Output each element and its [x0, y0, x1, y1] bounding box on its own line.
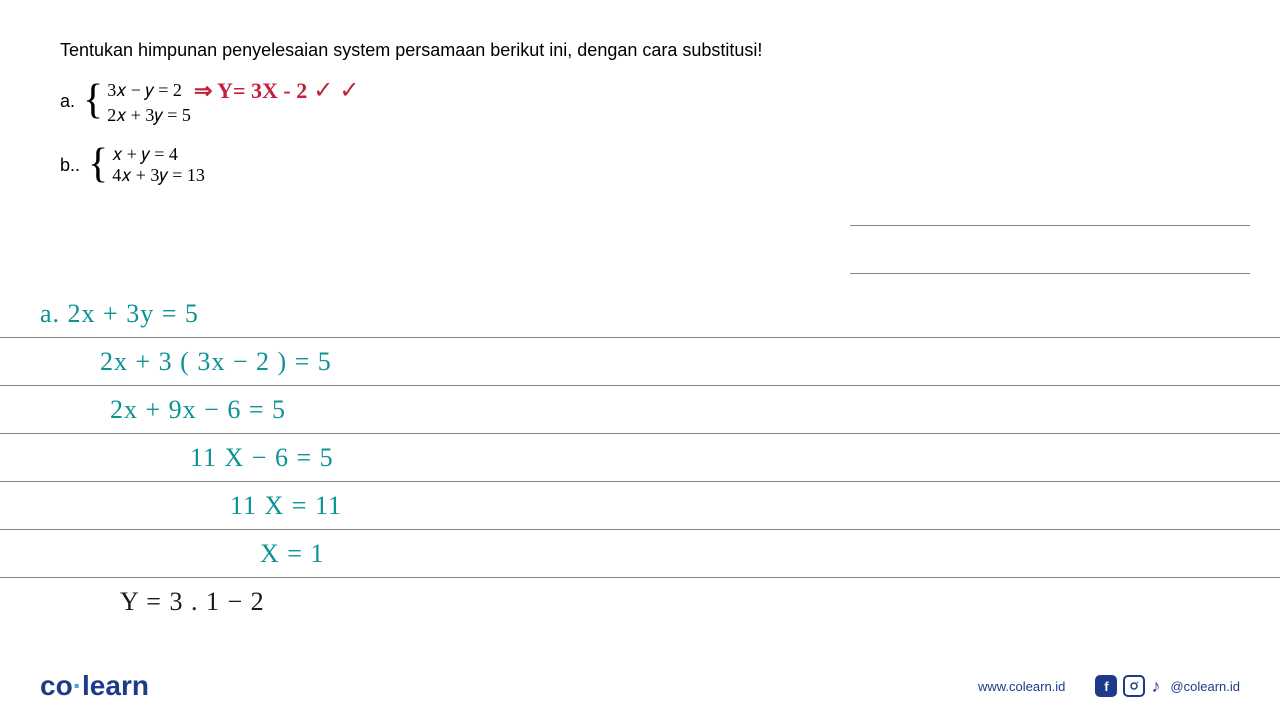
work-line-4: 11 X − 6 = 5: [40, 443, 334, 473]
problem-b-eq1: 𝑥 + 𝑦 = 4: [112, 144, 205, 165]
problem-b-eq2: 4𝑥 + 3𝑦 = 13: [112, 165, 205, 186]
footer-url: www.colearn.id: [978, 679, 1065, 694]
work-line-1: a. 2x + 3y = 5: [40, 299, 199, 329]
work-line-6: X = 1: [40, 539, 324, 569]
work-line-7: Y = 3 . 1 − 2: [40, 587, 265, 617]
logo-dot-icon: ·: [73, 670, 82, 701]
problem-a-eq2: 2𝑥 + 3𝑦 = 5: [107, 105, 359, 126]
tiktok-icon: ♪: [1151, 676, 1160, 697]
social-handle: @colearn.id: [1170, 679, 1240, 694]
work-area: a. 2x + 3y = 5 2x + 3 ( 3x − 2 ) = 5 2x …: [0, 290, 1280, 626]
instagram-icon: [1123, 675, 1145, 697]
logo-co: co: [40, 670, 73, 701]
problem-a-eq1: 3𝑥 − 𝑦 = 2: [107, 80, 182, 101]
problem-a-label: a.: [60, 91, 75, 112]
footer: co·learn www.colearn.id f ♪ @colearn.id: [0, 670, 1280, 702]
facebook-icon: f: [1095, 675, 1117, 697]
check-icon: ✓: [313, 76, 333, 105]
annotation-a: ⇒ Y= 3X - 2: [194, 78, 307, 104]
social-icons: f ♪ @colearn.id: [1095, 675, 1240, 697]
check-icon: ✓: [339, 76, 359, 105]
brace-icon: {: [88, 148, 108, 182]
problem-a: a. { 3𝑥 − 𝑦 = 2 ⇒ Y= 3X - 2 ✓ ✓ 2𝑥 + 3𝑦 …: [60, 76, 1220, 126]
question-text: Tentukan himpunan penyelesaian system pe…: [60, 40, 1220, 61]
work-line-5: 11 X = 11: [40, 491, 342, 521]
work-line-2: 2x + 3 ( 3x − 2 ) = 5: [40, 347, 332, 377]
logo: co·learn: [40, 670, 149, 702]
logo-learn: learn: [82, 670, 149, 701]
problem-a-eq1-row: 3𝑥 − 𝑦 = 2 ⇒ Y= 3X - 2 ✓ ✓: [107, 76, 359, 105]
ruled-lines-right: [850, 178, 1250, 274]
problem-b-label: b..: [60, 155, 80, 176]
work-line-3: 2x + 9x − 6 = 5: [40, 395, 286, 425]
brace-icon: {: [83, 84, 103, 118]
